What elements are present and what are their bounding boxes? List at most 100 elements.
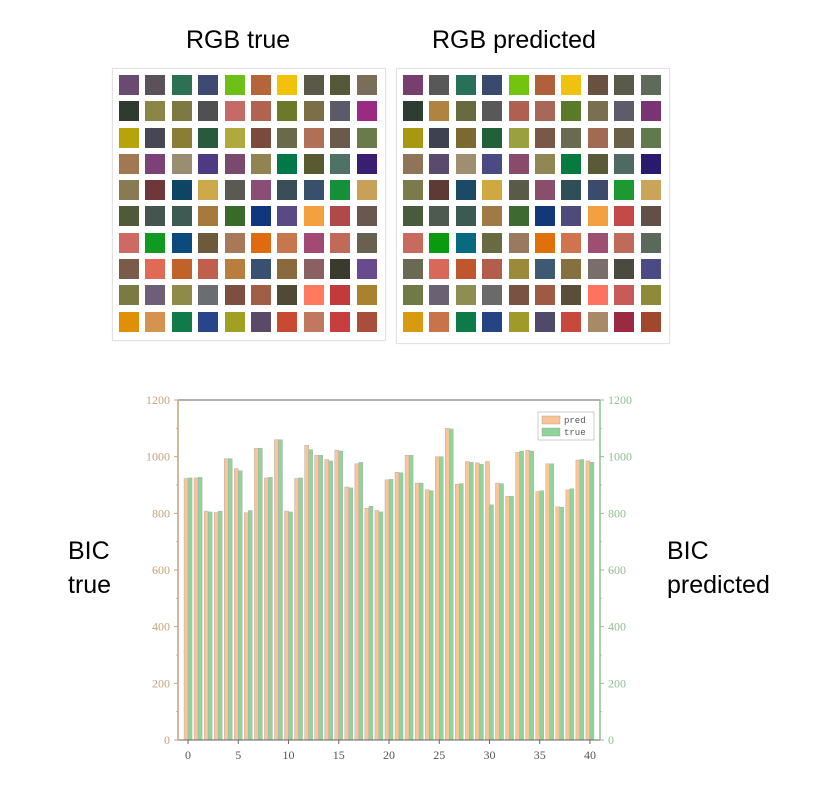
rgb-predicted-swatch (508, 285, 529, 306)
rgb-true-swatch (119, 75, 139, 95)
rgb-predicted-swatch (561, 259, 582, 280)
rgb-true-swatch (224, 75, 245, 95)
rgb-predicted-swatch (561, 101, 582, 122)
legend-label-true: true (564, 428, 586, 438)
rgb-true-swatch (356, 311, 377, 332)
rgb-true-swatch (171, 153, 192, 174)
rgb-true-swatch (145, 101, 166, 122)
rgb-predicted-swatch (561, 75, 582, 95)
bar-true (408, 455, 414, 741)
rgb-predicted-swatch (482, 75, 503, 95)
bar-pred (455, 483, 460, 741)
rgb-true-swatch (145, 259, 166, 280)
rgb-true-swatch (356, 180, 377, 201)
rgb-predicted-swatch (534, 75, 555, 95)
rgb-predicted-swatch (508, 75, 529, 95)
rgb-predicted-swatch (587, 101, 608, 122)
rgb-predicted-swatch (455, 206, 476, 227)
rgb-true-swatch (303, 285, 324, 306)
rgb-predicted-swatch (587, 206, 608, 227)
rgb-predicted-swatch (587, 127, 608, 148)
rgb-true-swatch (145, 153, 166, 174)
rgb-predicted-swatch (403, 127, 423, 148)
bar-pred (535, 491, 540, 741)
x-tick-label: 35 (534, 748, 546, 762)
rgb-predicted-swatch (403, 285, 423, 306)
bar-true (469, 462, 474, 741)
bar-true (589, 462, 595, 741)
rgb-true-swatch (330, 101, 351, 122)
bar-true (288, 511, 293, 741)
y-tick-label-left: 0 (164, 733, 170, 747)
rgb-predicted-swatch (429, 127, 450, 148)
rgb-true-swatch (145, 180, 166, 201)
rgb-predicted-swatch (429, 232, 450, 253)
bar-pred (274, 439, 279, 741)
bar-true (459, 483, 464, 741)
x-tick-label: 25 (433, 748, 445, 762)
rgb-predicted-swatch (403, 311, 423, 332)
bar-pred (344, 486, 350, 741)
bar-true (368, 506, 374, 741)
rgb-true-swatch (250, 127, 271, 148)
rgb-true-swatch (250, 206, 271, 227)
rgb-true-swatch (277, 259, 298, 280)
bar-true (217, 510, 223, 741)
rgb-true-swatch (198, 259, 219, 280)
bar-true (509, 496, 514, 741)
rgb-predicted-swatch (587, 311, 608, 332)
rgb-true-swatch (250, 232, 271, 253)
bar-true (328, 460, 333, 741)
rgb-true-swatch (303, 206, 324, 227)
x-tick-label: 5 (235, 748, 241, 762)
bar-pred (445, 428, 450, 741)
rgb-predicted-swatch (482, 259, 503, 280)
rgb-true-swatch (171, 259, 192, 280)
bar-true (519, 450, 524, 741)
rgb-predicted-swatch (640, 259, 661, 280)
rgb-true-swatch (171, 101, 192, 122)
bic-true-label: BIC true (68, 534, 111, 602)
rgb-predicted-swatch (455, 153, 476, 174)
y-tick-label-left: 200 (152, 676, 170, 690)
rgb-predicted-swatch (403, 180, 423, 201)
legend-swatch-pred (541, 415, 561, 425)
bar-true (308, 449, 313, 741)
bar-pred (585, 460, 591, 741)
rgb-true-swatch (277, 101, 298, 122)
rgb-true-swatch (356, 259, 377, 280)
rgb-predicted-swatch (429, 180, 450, 201)
rgb-true-swatch (303, 101, 324, 122)
rgb-true-swatch (198, 180, 219, 201)
rgb-predicted-swatch (561, 153, 582, 174)
rgb-predicted-swatch (614, 153, 635, 174)
rgb-true-swatch (330, 311, 351, 332)
rgb-true-swatch (356, 285, 377, 306)
rgb-predicted-swatch (534, 101, 555, 122)
rgb-predicted-swatch (429, 259, 450, 280)
bar-pred (435, 456, 440, 741)
rgb-true-swatch (250, 259, 271, 280)
rgb-true-swatch (171, 311, 192, 332)
rgb-predicted-swatch (587, 75, 608, 95)
rgb-true-swatch (171, 127, 192, 148)
rgb-true-swatch (330, 206, 351, 227)
rgb-true-swatch (356, 75, 377, 95)
bar-pred (304, 445, 309, 741)
y-tick-label-right: 600 (608, 563, 626, 577)
rgb-predicted-swatch (614, 311, 635, 332)
rgb-predicted-swatch (403, 259, 423, 280)
rgb-predicted-swatch (614, 180, 635, 201)
rgb-predicted-swatch (561, 127, 582, 148)
rgb-true-swatch (277, 153, 298, 174)
bar-pred (364, 508, 370, 741)
rgb-predicted-swatch (455, 101, 476, 122)
rgb-predicted-swatch (587, 232, 608, 253)
y-tick-label-left: 1200 (146, 393, 170, 407)
rgb-predicted-swatch (640, 285, 661, 306)
rgb-predicted-swatch (429, 206, 450, 227)
rgb-true-swatch (356, 206, 377, 227)
y-tick-label-right: 400 (608, 620, 626, 634)
rgb-true-swatch (119, 285, 139, 306)
rgb-true-swatch (330, 127, 351, 148)
